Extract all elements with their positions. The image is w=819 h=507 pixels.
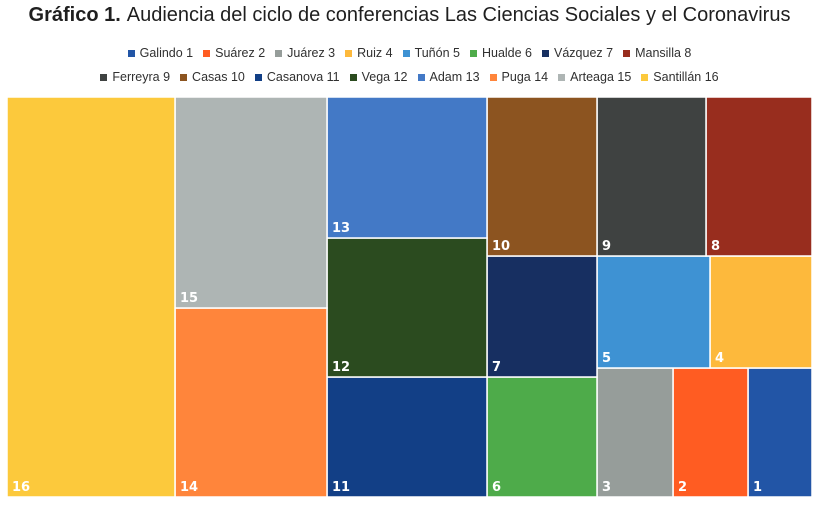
treemap-cell-4 (709, 255, 813, 369)
treemap-cell-14 (174, 307, 328, 498)
treemap-cell-label-8: 8 (711, 239, 720, 254)
treemap-cell-15 (174, 96, 328, 309)
treemap-cell-5 (596, 255, 711, 369)
legend-item-13: Adam 13 (417, 70, 480, 84)
legend-row-2: Ferreyra 9 Casas 10 Casanova 11 Vega 12 Adam… (0, 70, 819, 84)
legend-swatch-14 (489, 73, 497, 81)
legend-swatch-13 (417, 73, 425, 81)
legend-swatch-15 (558, 73, 566, 81)
chart-title-prefix: Gráfico 1. (28, 4, 121, 26)
legend-label-11: Casanova 11 (266, 70, 340, 84)
legend-row-1: Galindo 1 Suárez 2 Juárez 3 Ruiz 4 Tuñón 5 Hu… (0, 46, 819, 60)
treemap-cell-16 (6, 96, 176, 498)
treemap-cell-label-13: 13 (332, 221, 350, 236)
legend-item-11: Casanova 11 (254, 70, 340, 84)
treemap-cell-label-5: 5 (602, 351, 611, 366)
legend-item-12: Vega 12 (349, 70, 408, 84)
treemap-cell-2 (672, 367, 749, 498)
treemap-cell-label-3: 3 (602, 480, 611, 495)
legend-label-12: Vega 12 (361, 70, 408, 84)
legend-label-7: Vázquez 7 (554, 46, 614, 60)
legend-label-10: Casas 10 (192, 70, 245, 84)
legend-label-15: Arteaga 15 (570, 70, 632, 84)
treemap-cell-8 (705, 96, 813, 257)
legend-label-6: Hualde 6 (481, 46, 533, 60)
legend-item-2: Suárez 2 (203, 46, 265, 60)
legend-label-4: Ruiz 4 (357, 46, 393, 60)
treemap-cell-label-12: 12 (332, 360, 350, 375)
legend-label-5: Tuñón 5 (414, 46, 460, 60)
treemap-cell-label-14: 14 (180, 480, 198, 495)
chart-title-text: Audiencia del ciclo de conferencias Las … (126, 4, 791, 26)
legend-label-16: Santillán 16 (653, 70, 719, 84)
treemap-cell-13 (326, 96, 488, 239)
treemap-cell-1 (747, 367, 813, 498)
legend-label-8: Mansilla 8 (635, 46, 692, 60)
legend-swatch-3 (275, 49, 283, 57)
treemap-cell-label-16: 16 (12, 480, 30, 495)
treemap-cell-label-15: 15 (180, 291, 198, 306)
legend-label-14: Puga 14 (501, 70, 549, 84)
legend-item-10: Casas 10 (180, 70, 245, 84)
treemap-cell-12 (326, 237, 488, 378)
legend-label-3: Juárez 3 (287, 46, 336, 60)
legend-item-1: Galindo 1 (127, 46, 194, 60)
legend-swatch-12 (349, 73, 357, 81)
treemap-cell-9 (596, 96, 707, 257)
treemap-cell-label-2: 2 (678, 480, 687, 495)
legend-item-16: Santillán 16 (641, 70, 719, 84)
legend-label-2: Suárez 2 (215, 46, 266, 60)
treemap-cell-label-1: 1 (753, 480, 762, 495)
legend-item-5: Tuñón 5 (402, 46, 460, 60)
treemap-cell-6 (486, 376, 598, 498)
legend-swatch-11 (254, 73, 262, 81)
legend-item-4: Ruiz 4 (345, 46, 393, 60)
legend-item-6: Hualde 6 (469, 46, 533, 60)
treemap-cell-label-7: 7 (492, 360, 501, 375)
legend-swatch-5 (402, 49, 410, 57)
chart-title: Gráfico 1. Audiencia del ciclo de confere… (0, 4, 819, 27)
legend-swatch-2 (203, 49, 211, 57)
treemap-cell-label-9: 9 (602, 239, 611, 254)
treemap-cell-10 (486, 96, 598, 257)
legend-swatch-10 (180, 73, 188, 81)
legend-label-13: Adam 13 (429, 70, 480, 84)
treemap-cell-7 (486, 255, 598, 378)
treemap-cell-label-11: 11 (332, 480, 350, 495)
legend-swatch-16 (641, 73, 649, 81)
legend-swatch-1 (127, 49, 135, 57)
legend-item-14: Puga 14 (489, 70, 549, 84)
treemap-cell-label-10: 10 (492, 239, 510, 254)
legend-swatch-7 (542, 49, 550, 57)
legend-item-8: Mansilla 8 (623, 46, 691, 60)
legend-swatch-8 (623, 49, 631, 57)
treemap-cell-label-4: 4 (715, 351, 724, 366)
legend-label-1: Galindo 1 (139, 46, 194, 60)
treemap-cell-11 (326, 376, 488, 498)
legend-swatch-4 (345, 49, 353, 57)
legend-swatch-9 (100, 73, 108, 81)
treemap-cell-label-6: 6 (492, 480, 501, 495)
legend-item-15: Arteaga 15 (558, 70, 631, 84)
legend-item-9: Ferreyra 9 (100, 70, 170, 84)
legend-label-9: Ferreyra 9 (112, 70, 171, 84)
legend-swatch-6 (469, 49, 477, 57)
legend-item-3: Juárez 3 (275, 46, 335, 60)
legend-item-7: Vázquez 7 (542, 46, 613, 60)
treemap-cell-3 (596, 367, 674, 498)
